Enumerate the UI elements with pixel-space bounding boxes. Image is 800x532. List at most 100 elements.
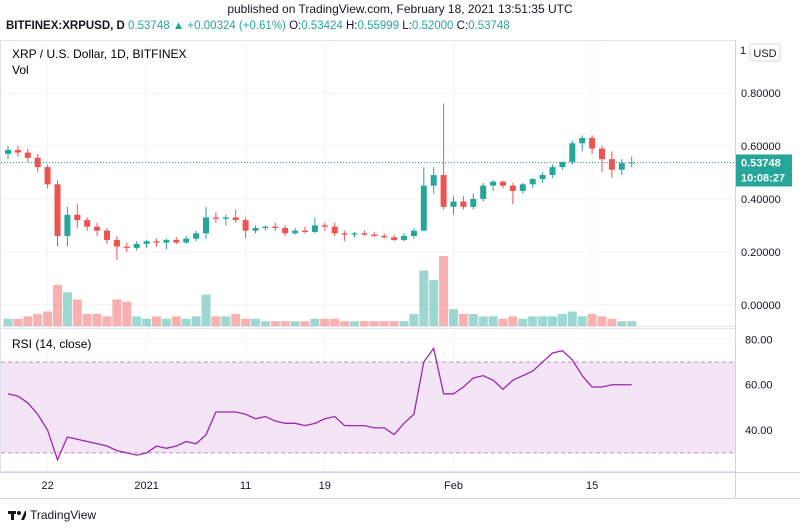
candle-body — [410, 230, 417, 236]
volume-bar — [478, 316, 488, 326]
published-caption: published on TradingView.com, February 1… — [227, 2, 573, 16]
volume-bar — [350, 321, 359, 326]
volume-bar — [53, 284, 62, 326]
high-value: 0.55999 — [357, 20, 400, 32]
volume-bar — [43, 311, 53, 326]
tradingview-logo-icon — [8, 511, 26, 520]
last-price-badge — [736, 154, 792, 187]
chart-title: XRP / U.S. Dollar, 1D, BITFINEX — [12, 47, 187, 61]
volume-bar — [508, 316, 518, 326]
candle-body — [252, 228, 259, 231]
volume-bar — [548, 316, 557, 326]
currency-label: USD — [753, 48, 776, 60]
candle-body — [460, 201, 467, 207]
countdown-label: 10:08:27 — [741, 172, 785, 184]
candle-body — [331, 226, 338, 234]
price-tick-top: 1 — [740, 45, 746, 57]
candle-body — [391, 237, 398, 240]
volume-bar — [132, 316, 142, 326]
volume-bar — [399, 321, 409, 326]
time-label: 15 — [586, 480, 598, 492]
candle-body — [232, 217, 239, 221]
volume-bar — [181, 318, 191, 326]
footer-brand[interactable]: TradingView — [8, 508, 96, 522]
high-label: H: — [346, 20, 358, 32]
volume-bar — [528, 316, 538, 326]
volume-bar — [211, 316, 221, 326]
volume-bar — [518, 318, 528, 326]
candle-body — [84, 220, 91, 227]
volume-bar — [419, 270, 429, 326]
volume-bar — [102, 316, 112, 326]
candle-body — [539, 175, 546, 180]
candle-body — [302, 230, 308, 232]
candle-body — [282, 228, 289, 234]
candle-body — [292, 230, 299, 234]
volume-bar — [201, 294, 211, 326]
candle-body — [608, 159, 615, 170]
volume-bar — [389, 321, 399, 326]
volume-bar — [152, 316, 161, 326]
candle-body — [183, 238, 190, 243]
candle-body — [54, 184, 61, 236]
price-change: ▲ +0.00324 (+0.61%) — [172, 20, 286, 32]
candle-body — [599, 148, 605, 160]
time-label: 19 — [319, 480, 331, 492]
candle-body — [64, 214, 71, 236]
time-label: Feb — [444, 480, 463, 492]
volume-bar — [221, 316, 231, 326]
candle-body — [529, 179, 536, 185]
candle-body — [272, 226, 279, 229]
volume-bar — [359, 321, 369, 326]
volume-bar — [290, 321, 300, 326]
rsi-tick: 80.00 — [745, 334, 773, 346]
candle-body — [569, 143, 576, 162]
price-tick: 0.60000 — [741, 141, 781, 153]
volume-bar — [122, 301, 132, 326]
footer-brand-label: TradingView — [30, 508, 97, 522]
volume-bar — [340, 321, 350, 326]
volume-bar — [557, 313, 567, 326]
candle-body — [311, 225, 318, 232]
volume-bar — [62, 292, 72, 326]
volume-bar — [260, 321, 270, 326]
candle-body — [440, 175, 447, 207]
candle-body — [203, 217, 209, 234]
rsi-legend: RSI (14, close) — [12, 337, 91, 351]
main-pane-frame — [0, 40, 736, 327]
candle-body — [589, 137, 596, 149]
volume-bar — [241, 318, 251, 326]
candle-body — [500, 181, 506, 186]
candle-body — [549, 167, 556, 176]
candle-body — [173, 239, 180, 243]
open-label: O: — [289, 20, 302, 32]
candle-body — [104, 230, 110, 240]
candle-body — [401, 235, 407, 240]
candle-body — [509, 185, 516, 191]
volume-bar — [488, 316, 498, 326]
volume-bar — [33, 313, 43, 326]
volume-bar — [458, 313, 468, 326]
volume-bar — [320, 318, 330, 326]
volume-bar — [597, 316, 607, 326]
candle-body — [361, 233, 368, 235]
candle-body — [163, 239, 170, 243]
volume-bars — [3, 256, 637, 326]
candle-body — [94, 226, 101, 231]
volume-bar — [330, 318, 340, 326]
last-price: 0.53748 — [128, 20, 170, 32]
volume-bar — [3, 318, 13, 326]
volume-bar — [617, 321, 627, 326]
candle-body — [113, 239, 120, 247]
currency-button[interactable] — [749, 43, 781, 62]
volume-bar — [171, 316, 181, 326]
close-label: C: — [456, 20, 469, 32]
volume-bar — [72, 299, 82, 326]
price-tick: 0.80000 — [741, 88, 781, 100]
volume-bar — [607, 318, 617, 326]
volume-bar — [409, 313, 419, 326]
volume-bar — [161, 318, 171, 326]
rsi-band — [1, 362, 735, 453]
volume-bar — [587, 313, 597, 326]
